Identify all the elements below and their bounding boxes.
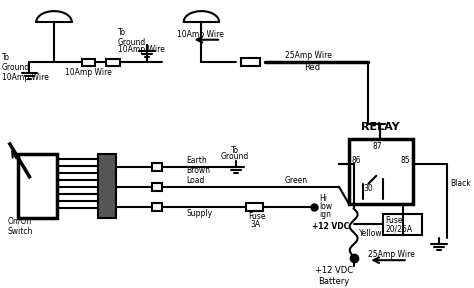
Text: 85: 85 xyxy=(401,156,410,165)
Text: Supply: Supply xyxy=(187,209,213,218)
Text: 30: 30 xyxy=(364,184,373,193)
Text: To
Ground: To Ground xyxy=(118,28,146,48)
Text: 25Amp Wire: 25Amp Wire xyxy=(368,250,415,259)
Text: 20/25A: 20/25A xyxy=(385,225,412,234)
Text: Earth: Earth xyxy=(187,156,208,165)
Text: To: To xyxy=(231,146,239,156)
Text: Fuse: Fuse xyxy=(248,212,266,221)
Text: 87: 87 xyxy=(372,143,382,151)
Text: Load: Load xyxy=(187,176,205,185)
Bar xyxy=(152,163,162,171)
Bar xyxy=(98,154,116,219)
Text: 25Amp Wire: 25Amp Wire xyxy=(285,51,332,60)
Text: ign: ign xyxy=(319,210,331,219)
Bar xyxy=(82,58,95,66)
Text: Yellow: Yellow xyxy=(358,229,382,238)
Bar xyxy=(383,213,422,235)
Text: Fuse: Fuse xyxy=(385,216,402,225)
Bar xyxy=(152,202,162,211)
Bar xyxy=(106,58,120,66)
Text: Ground: Ground xyxy=(221,152,249,161)
Text: low: low xyxy=(319,202,332,211)
Text: +12 VDC
Battery: +12 VDC Battery xyxy=(315,266,353,286)
Text: To
Ground
10Amp Wire: To Ground 10Amp Wire xyxy=(2,53,49,82)
Text: 10Amp Wire: 10Amp Wire xyxy=(65,68,112,77)
Bar xyxy=(18,154,57,219)
Text: 10Amp Wire: 10Amp Wire xyxy=(177,30,224,39)
Bar xyxy=(246,202,263,211)
Text: Hi: Hi xyxy=(319,194,327,203)
Text: Black: Black xyxy=(450,179,471,188)
Text: RELAY: RELAY xyxy=(361,122,400,132)
Text: +12 VDC: +12 VDC xyxy=(312,222,350,231)
Text: Red: Red xyxy=(304,63,321,72)
Text: 86: 86 xyxy=(352,156,361,165)
Text: 3A: 3A xyxy=(250,220,261,229)
Bar xyxy=(241,58,260,66)
Text: On/Off
Switch: On/Off Switch xyxy=(8,217,33,236)
Text: Green: Green xyxy=(285,176,308,185)
Bar xyxy=(152,183,162,191)
Text: Brown: Brown xyxy=(187,166,210,175)
Bar xyxy=(349,139,412,204)
Text: 10Amp Wire: 10Amp Wire xyxy=(118,45,165,54)
